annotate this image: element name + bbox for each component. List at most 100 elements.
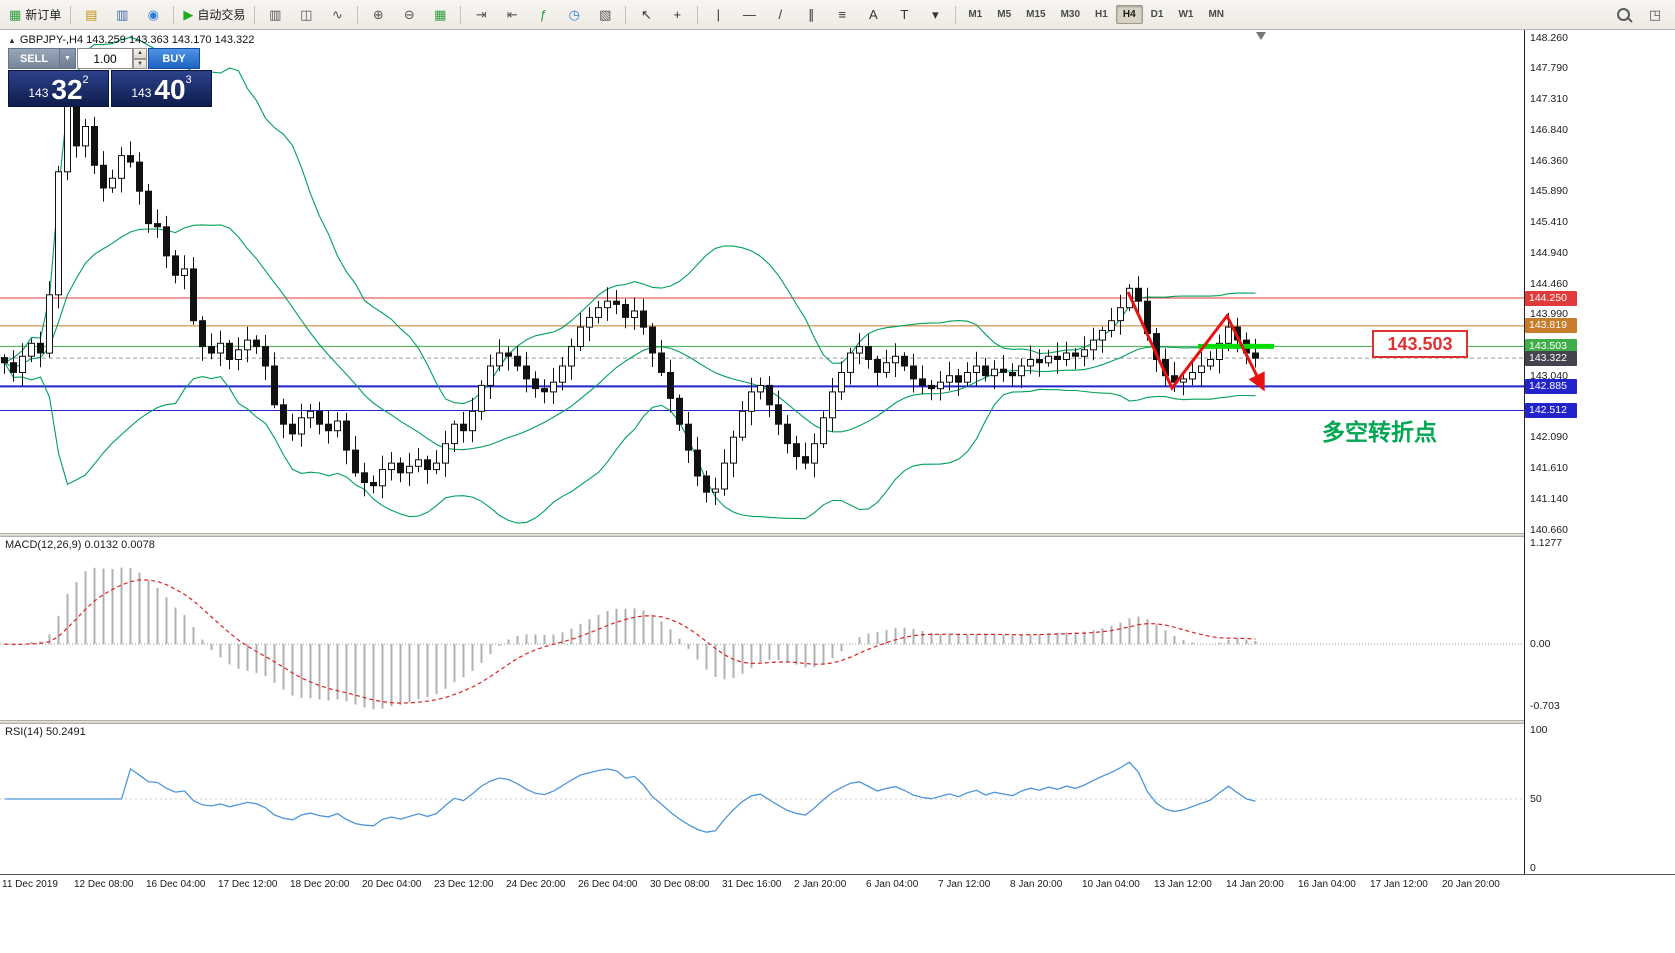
one-click-trading-panel: SELL ▼ ▲ ▼ BUY 143 32 2 143 bbox=[8, 48, 216, 107]
bar-chart-button[interactable]: ▥ bbox=[260, 3, 290, 27]
alerts-button[interactable]: ◉ bbox=[138, 3, 168, 27]
autotrading-button[interactable]: ▶ 自动交易 bbox=[179, 3, 249, 27]
toolbar-separator bbox=[697, 5, 699, 24]
alerts-icon: ◉ bbox=[147, 7, 159, 22]
buy-price-big: 40 bbox=[154, 74, 186, 105]
price-axis-label: 141.140 bbox=[1530, 492, 1568, 505]
time-axis-label: 7 Jan 12:00 bbox=[938, 879, 991, 890]
fibonacci-button[interactable]: ≡ bbox=[827, 3, 857, 27]
zoom-out-button[interactable]: ⊖ bbox=[394, 3, 424, 27]
time-axis-label: 17 Jan 12:00 bbox=[1370, 879, 1428, 890]
rsi-chart[interactable] bbox=[0, 724, 1524, 874]
auto-scroll-button[interactable]: ⇥ bbox=[466, 3, 496, 27]
volume-input[interactable] bbox=[77, 48, 133, 69]
timeframe-mn-button[interactable]: MN bbox=[1208, 9, 1224, 20]
vertical-line-button[interactable]: | bbox=[703, 3, 733, 27]
price-annotation-box: 143.503 bbox=[1372, 330, 1468, 358]
templates-button[interactable]: ▧ bbox=[590, 3, 620, 27]
sell-button[interactable]: SELL bbox=[8, 48, 60, 69]
time-axis-label: 20 Dec 04:00 bbox=[362, 879, 422, 890]
timeframe-w1-button[interactable]: W1 bbox=[1178, 9, 1194, 20]
channel-button[interactable]: ∥ bbox=[796, 3, 826, 27]
macd-chart[interactable] bbox=[0, 537, 1524, 720]
time-axis-label: 16 Jan 04:00 bbox=[1298, 879, 1356, 890]
time-axis-label: 13 Jan 12:00 bbox=[1154, 879, 1212, 890]
toolbar-groups: ▦ 新订单 ▤ ▥ ◉ ▶ 自动交易 ▥ ◫ ∿ ⊕ ⊖ ▦ ⇥ ⇤ ƒ ◷ ▧ ↖ + | — / ∥ ≡ A T ▾ M1 M5 M15… bbox=[5, 3, 1231, 27]
trendline-button[interactable]: / bbox=[765, 3, 795, 27]
sell-price[interactable]: 143 32 2 bbox=[8, 70, 109, 107]
sell-price-small: 143 bbox=[28, 86, 49, 100]
charts-button[interactable]: ▤ bbox=[76, 3, 106, 27]
cursor-icon: ↖ bbox=[640, 7, 652, 22]
time-axis[interactable]: 11 Dec 2019 12 Dec 08:00 16 Dec 04:00 17 De… bbox=[0, 874, 1675, 895]
text-button[interactable]: A bbox=[858, 3, 888, 27]
price-tag: 142.885 bbox=[1525, 378, 1577, 394]
new-order-icon: ▦ bbox=[9, 7, 22, 22]
auto-scroll-icon: ⇥ bbox=[475, 7, 487, 22]
macd-label: MACD(12,26,9) 0.0132 0.0078 bbox=[5, 539, 155, 551]
periods-button[interactable]: ◷ bbox=[559, 3, 589, 27]
cursor-button[interactable]: ↖ bbox=[631, 3, 661, 27]
time-axis-label: 6 Jan 04:00 bbox=[866, 879, 919, 890]
price-chart[interactable] bbox=[0, 30, 1524, 533]
time-axis-label: 12 Dec 08:00 bbox=[74, 879, 134, 890]
chart-shift-button[interactable]: ⇤ bbox=[497, 3, 527, 27]
pane-splitter[interactable] bbox=[0, 533, 1675, 537]
price-axis-label: 147.790 bbox=[1530, 62, 1568, 75]
buy-price[interactable]: 143 40 3 bbox=[111, 70, 212, 107]
order-dropdown-button[interactable]: ▼ bbox=[60, 48, 76, 69]
search-button[interactable] bbox=[1608, 3, 1638, 27]
time-axis-label: 20 Jan 20:00 bbox=[1442, 879, 1500, 890]
timeframe-h4-button[interactable]: H4 bbox=[1115, 5, 1143, 24]
profiles-icon: ▥ bbox=[116, 7, 129, 22]
channel-icon: ∥ bbox=[808, 7, 815, 22]
pane-splitter[interactable] bbox=[0, 720, 1675, 724]
price-tag: 143.503 bbox=[1525, 338, 1577, 354]
label-button[interactable]: T bbox=[889, 3, 919, 27]
tile-windows-button[interactable]: ▦ bbox=[425, 3, 455, 27]
price-axis[interactable]: 148.260 147.790 147.310 146.840 146.360 145.8… bbox=[1524, 30, 1675, 874]
time-axis-label: 31 Dec 16:00 bbox=[722, 879, 782, 890]
expand-icon: ◳ bbox=[1648, 7, 1662, 22]
caret-down-icon: ▼ bbox=[64, 55, 71, 62]
timeframe-m15-button[interactable]: M15 bbox=[1026, 9, 1046, 20]
toolbar-separator bbox=[460, 5, 462, 24]
toolbar-right: ◳ bbox=[1608, 3, 1670, 27]
price-axis-label: 145.890 bbox=[1530, 185, 1568, 198]
volume-up-button[interactable]: ▲ bbox=[133, 48, 147, 59]
crosshair-button[interactable]: + bbox=[662, 3, 692, 27]
autotrading-button-label: 自动交易 bbox=[197, 8, 246, 22]
zoom-in-button[interactable]: ⊕ bbox=[363, 3, 393, 27]
time-axis-label: 24 Dec 20:00 bbox=[506, 879, 566, 890]
tile-windows-icon: ▦ bbox=[434, 7, 447, 22]
candle-chart-button[interactable]: ◫ bbox=[291, 3, 321, 27]
price-tag: 143.819 bbox=[1525, 318, 1577, 334]
text-icon: A bbox=[868, 7, 878, 22]
timeframe-m5-button[interactable]: M5 bbox=[997, 9, 1012, 20]
volume-down-button[interactable]: ▼ bbox=[133, 58, 147, 69]
price-axis-label: 142.090 bbox=[1530, 431, 1568, 444]
shapes-button[interactable]: ▾ bbox=[920, 3, 950, 27]
time-axis-label: 23 Dec 12:00 bbox=[434, 879, 494, 890]
timeframe-h1-button[interactable]: H1 bbox=[1095, 9, 1108, 20]
symbol-info-text: GBPJPY-,H4 143.259 143.363 143.170 143.3… bbox=[19, 34, 255, 46]
buy-price-small: 143 bbox=[131, 86, 152, 100]
expand-button[interactable]: ◳ bbox=[1640, 3, 1670, 27]
buy-button[interactable]: BUY bbox=[148, 48, 200, 69]
symbol-info: ▲ GBPJPY-,H4 143.259 143.363 143.170 143… bbox=[8, 34, 254, 46]
profiles-button[interactable]: ▥ bbox=[107, 3, 137, 27]
timeframe-m30-button[interactable]: M30 bbox=[1060, 9, 1081, 20]
horizontal-line-button[interactable]: — bbox=[734, 3, 764, 27]
zoom-in-icon: ⊕ bbox=[372, 7, 384, 22]
line-chart-button[interactable]: ∿ bbox=[322, 3, 352, 27]
price-axis-label: 146.360 bbox=[1530, 154, 1568, 167]
indicators-button[interactable]: ƒ bbox=[528, 3, 558, 27]
sell-price-big: 32 bbox=[51, 74, 83, 105]
time-axis-label: 8 Jan 20:00 bbox=[1010, 879, 1063, 890]
price-axis-label: 147.310 bbox=[1530, 93, 1568, 106]
timeframe-m1-button[interactable]: M1 bbox=[968, 9, 983, 20]
new-order-button[interactable]: ▦ 新订单 bbox=[5, 3, 65, 27]
toolbar-separator bbox=[625, 5, 627, 24]
timeframe-d1-button[interactable]: D1 bbox=[1150, 9, 1164, 20]
